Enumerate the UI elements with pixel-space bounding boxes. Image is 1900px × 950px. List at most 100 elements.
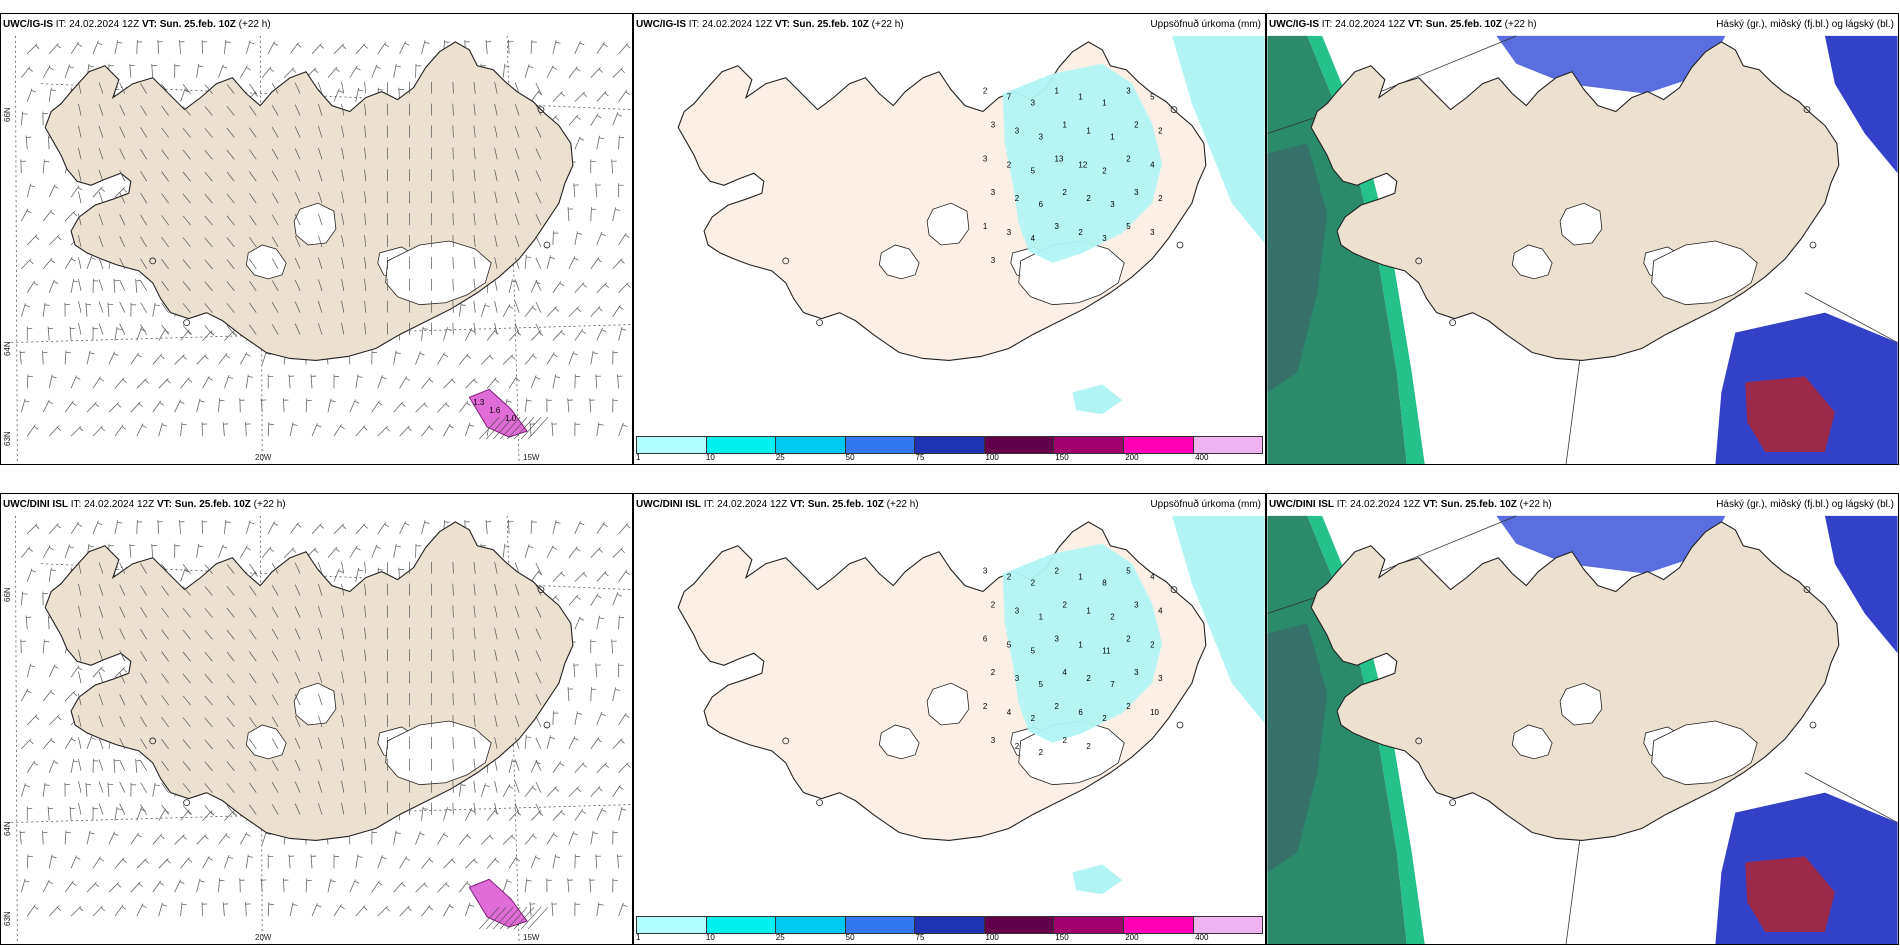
wind-barb <box>502 784 514 797</box>
wind-barb <box>119 214 126 226</box>
wind-barb <box>508 810 522 821</box>
colorbar-label: 100 <box>985 933 999 942</box>
wind-barb <box>271 738 279 750</box>
colorbar-swatch <box>1054 917 1124 933</box>
wind-barb <box>64 256 76 270</box>
wind-barb <box>364 125 367 138</box>
wind-barb <box>552 40 561 54</box>
wind-barb <box>443 858 456 869</box>
glacier-outline <box>878 724 920 760</box>
wind-barb <box>249 673 257 684</box>
wind-barb <box>271 716 279 728</box>
island <box>1170 106 1178 113</box>
wind-barb <box>552 91 565 102</box>
wind-barb <box>271 280 279 291</box>
wind-barb <box>596 282 609 294</box>
precip-colorbar: 1 10 25 50 75 100 150 200 400 <box>634 434 1265 464</box>
wind-barb <box>64 830 71 845</box>
wind-barb <box>158 378 171 389</box>
wind-barb <box>535 759 542 771</box>
wind-barb <box>239 832 251 845</box>
wind-barb <box>514 257 520 269</box>
vt-label: VT: <box>774 19 790 30</box>
wind-barb <box>341 300 345 313</box>
wind-barb <box>341 125 345 138</box>
wind-barb <box>48 664 59 678</box>
wind-barb <box>119 126 126 138</box>
it-label: IT: <box>55 19 67 30</box>
precip-map: 3222185423121234655311122235427332422622… <box>677 515 1265 895</box>
wind-barb <box>514 781 520 793</box>
wind-barb <box>136 378 150 389</box>
wind-barb <box>318 104 323 116</box>
wind-barb <box>222 902 229 917</box>
wind-barb <box>617 374 623 389</box>
wind-barb <box>136 903 147 917</box>
hatch-line <box>499 906 521 930</box>
wind-barb <box>485 519 492 534</box>
wind-barb <box>161 171 169 182</box>
wind-barb <box>130 401 143 413</box>
wind-barb <box>25 135 32 150</box>
wind-barb <box>64 690 78 702</box>
wind-barb <box>473 322 476 335</box>
wind-barb <box>452 300 454 313</box>
wind-barb <box>239 352 251 365</box>
wind-barb <box>377 425 390 437</box>
it-value: 24.02.2024 12Z <box>702 19 773 30</box>
wind-barb <box>98 715 104 728</box>
wind-barb <box>294 606 301 618</box>
wind-barb <box>318 584 323 596</box>
wind-barb <box>349 545 361 558</box>
panel-header: UWC/IG-IS IT: 24.02.2024 12Z VT: Sun. 25… <box>1 14 632 36</box>
wind-barb <box>161 739 169 750</box>
wind-barb <box>271 170 279 182</box>
wind-barb <box>222 422 229 437</box>
wind-barb <box>333 904 345 917</box>
wind-barb <box>140 170 148 182</box>
wind-barb <box>70 41 82 55</box>
wind-barb <box>535 694 542 706</box>
island <box>149 737 157 745</box>
wind-barb <box>161 607 169 618</box>
wind-barb <box>42 302 50 317</box>
precip-value: 2 <box>991 600 996 609</box>
wind-barb <box>618 663 624 678</box>
wind-barb <box>158 902 167 917</box>
wind-barb <box>318 627 323 640</box>
glacier-outline <box>245 244 287 280</box>
wind-barb <box>226 259 235 270</box>
vt-label: VT: <box>1407 19 1423 30</box>
wind-barb <box>114 667 128 678</box>
wind-barb <box>267 521 279 535</box>
wind-barb <box>114 520 123 534</box>
product-title: Uppsöfnuð úrkoma (mm) <box>1150 19 1261 30</box>
wind-barb <box>119 650 126 662</box>
wind-barb <box>473 802 476 815</box>
wind-barb <box>249 738 257 750</box>
precip-value: 1 <box>1039 612 1044 621</box>
wind-barb <box>294 235 301 248</box>
wind-barb <box>218 833 230 845</box>
wind-barb <box>596 571 609 582</box>
geo-label: 64N <box>3 341 12 356</box>
wind-barb <box>364 256 367 269</box>
wind-barb <box>452 81 454 94</box>
wind-barb <box>618 135 625 150</box>
precip-area <box>1072 384 1123 415</box>
wind-barb <box>288 374 295 389</box>
wind-barb <box>473 627 476 640</box>
wind-barb <box>78 322 82 335</box>
wind-barb <box>341 81 345 94</box>
high-cloud-area <box>1267 515 1407 944</box>
it-value: 24.02.2024 12Z <box>717 499 788 510</box>
wind-barb <box>393 63 401 78</box>
wind-barb <box>494 103 498 116</box>
wind-barb <box>174 543 180 558</box>
wind-barb <box>514 169 520 182</box>
wind-barb <box>42 737 55 750</box>
precip-value: 2 <box>1007 160 1012 169</box>
colorbar-swatch <box>984 917 1055 933</box>
wind-barb <box>341 802 345 815</box>
run-info-label: UWC/IG-IS IT: 24.02.2024 12Z VT: Sun. 25… <box>3 14 271 36</box>
